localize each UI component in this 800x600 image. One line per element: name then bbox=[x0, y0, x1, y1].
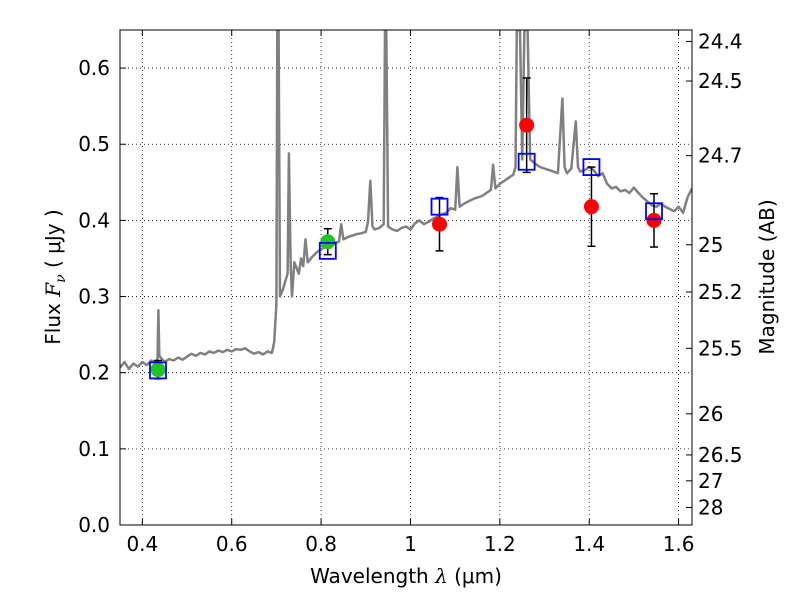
y2-tick-label: 24.5 bbox=[698, 69, 743, 93]
model-flux-square bbox=[517, 152, 536, 171]
y2-tick-label: 27 bbox=[698, 469, 723, 493]
y-tick-label: 0.5 bbox=[78, 132, 110, 156]
plot-frame bbox=[119, 29, 693, 526]
data-points-layer bbox=[149, 77, 663, 380]
model-flux-square bbox=[149, 361, 167, 380]
x-axis-label: Wavelength λ (μm) bbox=[310, 564, 502, 588]
model-flux-square bbox=[430, 197, 449, 216]
y2-tick-label: 25 bbox=[698, 233, 723, 257]
photometry-point bbox=[646, 212, 662, 228]
y-tick-label: 0.0 bbox=[78, 513, 110, 537]
y2-axis-label: Magnitude (AB) bbox=[755, 199, 779, 354]
model-flux-square bbox=[582, 158, 601, 176]
y2-tick-label: 24.4 bbox=[698, 29, 743, 53]
y2-tick-label: 24.7 bbox=[698, 144, 743, 168]
model-flux-square bbox=[645, 202, 663, 221]
plot-background bbox=[120, 30, 692, 525]
y-tick-label: 0.1 bbox=[78, 437, 110, 461]
y-tick-label: 0.3 bbox=[78, 285, 110, 309]
x-tick-label: 0.8 bbox=[305, 532, 337, 556]
photometry-point bbox=[320, 234, 336, 250]
x-tick-label: 1 bbox=[404, 532, 417, 556]
y2-tick-label: 26 bbox=[698, 402, 723, 426]
spectrum-layer bbox=[120, 30, 692, 371]
y2-tick-label: 25.2 bbox=[698, 280, 743, 304]
y-tick-label: 0.2 bbox=[78, 361, 110, 385]
model-spectrum-line bbox=[120, 30, 692, 371]
y2-tick-label: 26.5 bbox=[698, 443, 743, 467]
y-tick-label: 0.6 bbox=[78, 56, 110, 80]
y2-tick-label: 28 bbox=[698, 495, 723, 519]
axis-ticks: 0.4 0.6 0.8 1 1.2 1.4 1.6 0.0 0.1 0.2 0.3 0.4 0.5 0.6… bbox=[78, 29, 742, 556]
x-tick-label: 1.4 bbox=[573, 532, 605, 556]
x-tick-label: 0.6 bbox=[216, 532, 248, 556]
x-tick-label: 0.4 bbox=[126, 532, 158, 556]
y2-tick-label: 25.5 bbox=[698, 336, 743, 360]
y-tick-label: 0.4 bbox=[78, 208, 110, 232]
photometry-point bbox=[150, 362, 166, 378]
x-tick-label: 1.6 bbox=[663, 532, 695, 556]
model-flux-square bbox=[318, 241, 337, 260]
x-tick-label: 1.2 bbox=[484, 532, 516, 556]
y-axis-label: Flux Fν ( μJy ) bbox=[41, 209, 69, 344]
photometry-point bbox=[583, 199, 599, 215]
photometry-point bbox=[432, 216, 448, 232]
photometry-point bbox=[519, 117, 535, 133]
